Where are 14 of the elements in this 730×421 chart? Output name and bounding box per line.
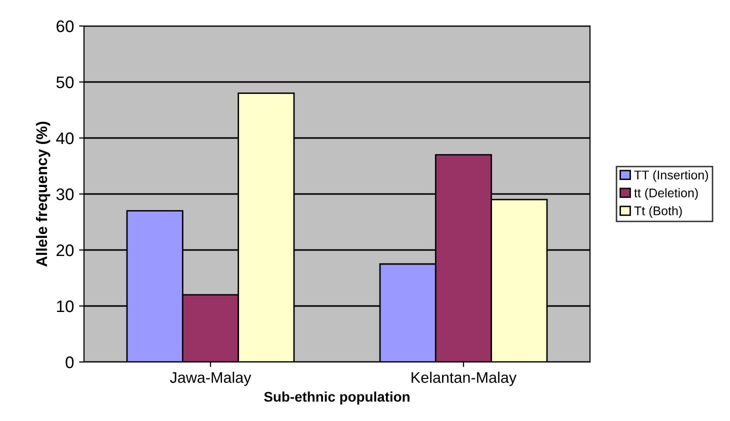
y-tick-label: 0 [66,356,74,368]
y-axis-title: Allele frequency (%) [36,122,50,267]
y-tick-label: 10 [57,300,74,312]
legend-label: TT (Insertion) [634,170,708,182]
y-tick-label: 60 [56,20,74,32]
y-tick-label: 20 [56,244,74,256]
y-tick-label: 30 [56,188,74,200]
x-axis-title: Sub-ethnic population [264,392,410,404]
legend-label: tt (Deletion) [634,188,698,200]
y-tick-label: 50 [56,76,74,88]
x-tick-label: Jawa-Malay [170,372,252,386]
y-tick-label: 40 [56,132,74,144]
x-tick-label: Kelantan-Malay [412,372,517,386]
legend-label: Tt (Both) [634,206,682,218]
